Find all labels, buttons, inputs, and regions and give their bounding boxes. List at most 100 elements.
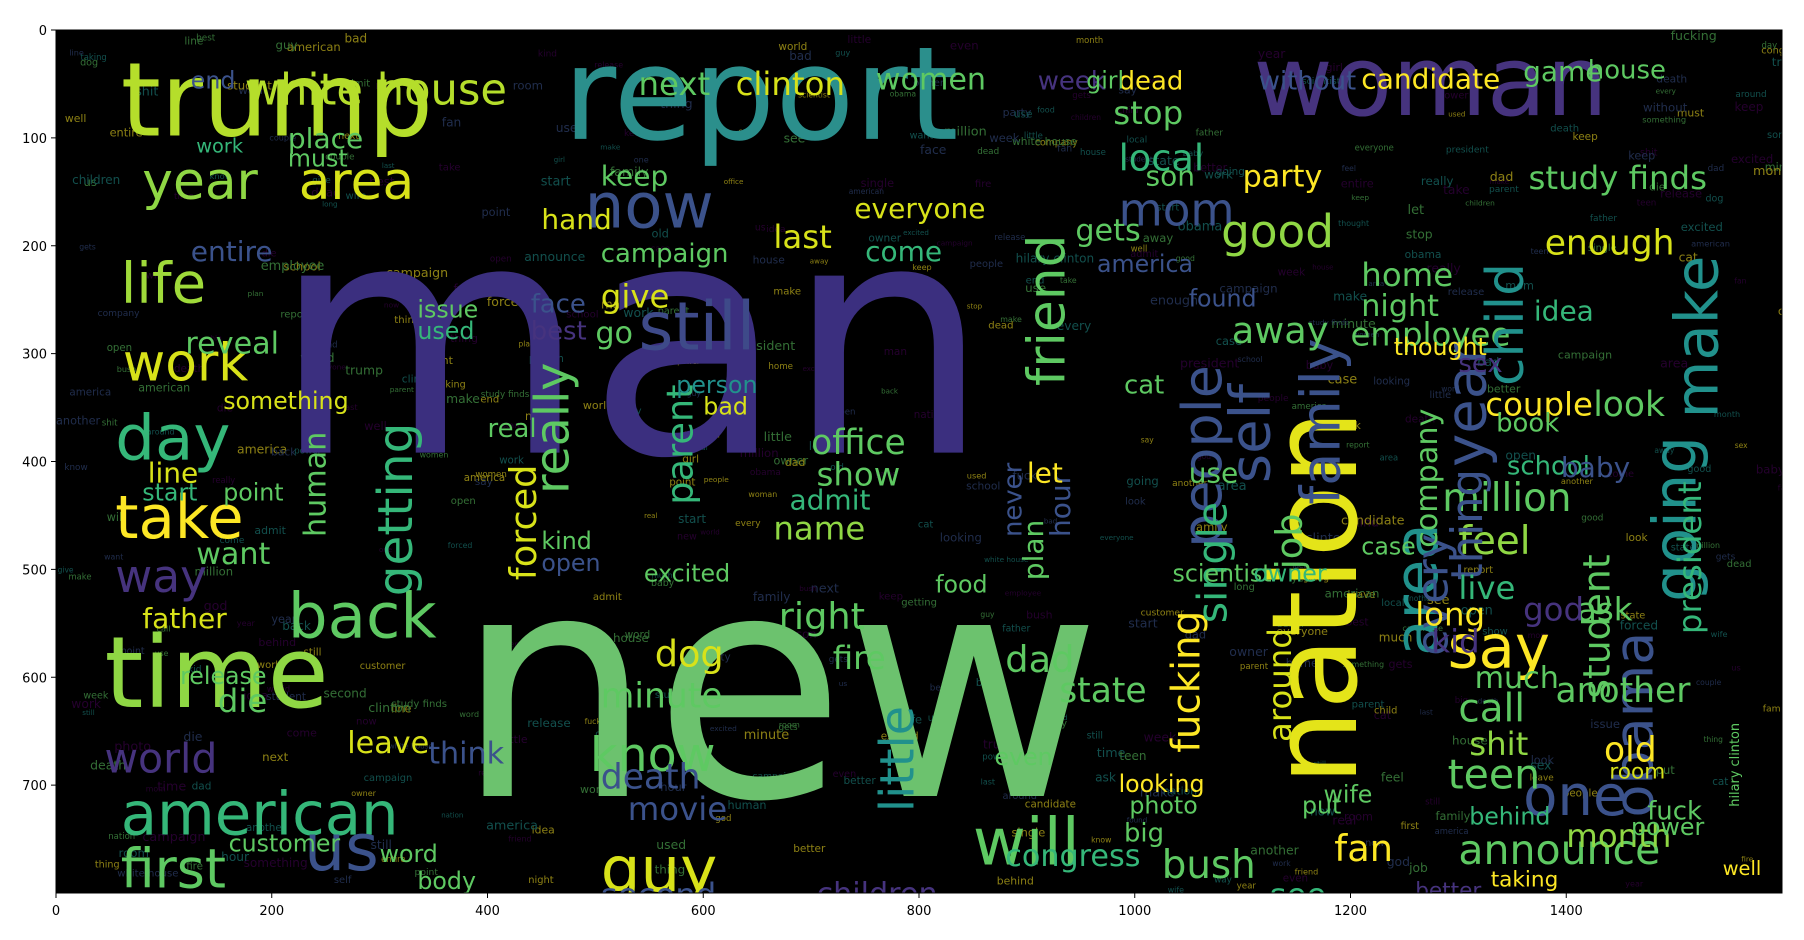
filler-word: idea — [532, 824, 555, 837]
filler-word: excited — [1681, 220, 1723, 234]
filler-word: place — [519, 340, 540, 349]
filler-word: good — [1581, 514, 1603, 524]
filler-word: obama — [890, 90, 917, 99]
word-year: year — [1434, 341, 1499, 467]
y-tick-label: 0 — [39, 24, 47, 39]
filler-word: report — [280, 310, 311, 321]
filler-word: excited — [803, 365, 829, 373]
filler-word: back — [271, 446, 297, 459]
word-idea: idea — [1534, 294, 1594, 327]
filler-word: die — [955, 642, 971, 653]
word-old: old — [1604, 730, 1657, 770]
filler-word: say — [1118, 84, 1137, 97]
filler-word: end — [1054, 713, 1068, 722]
filler-word: admit — [1130, 249, 1158, 260]
word-student: student — [1574, 554, 1618, 699]
filler-word: little — [503, 733, 528, 746]
word-entire: entire — [191, 235, 273, 268]
filler-word: dead — [1727, 559, 1752, 570]
word-open: open — [541, 549, 600, 577]
filler-word: trump — [1772, 55, 1804, 69]
word-live: live — [1458, 569, 1515, 607]
word-layer: little dad another going campaign dog start mak… — [56, 25, 1804, 914]
filler-word: cat — [1374, 709, 1392, 722]
filler-word: use — [1025, 281, 1046, 295]
filler-word: take — [1443, 183, 1470, 197]
filler-word: dad — [1185, 628, 1206, 642]
filler-word: nation — [525, 410, 560, 423]
filler-word: good — [1687, 464, 1711, 475]
filler-word: start — [541, 174, 571, 189]
filler-word: work — [623, 305, 654, 320]
filler-word: home — [1286, 656, 1318, 670]
filler-word: owner — [351, 789, 376, 798]
word-job: job — [1268, 513, 1311, 570]
word-company: company — [1410, 409, 1445, 548]
filler-word: year — [271, 613, 296, 626]
filler-word: thing — [95, 860, 120, 871]
word-america: america — [1097, 250, 1193, 278]
filler-word: employee — [510, 639, 547, 648]
word-people: people — [1171, 365, 1234, 548]
filler-word: school — [566, 309, 598, 320]
filler-word: hilary clinton — [1016, 252, 1095, 266]
filler-word: trump — [983, 738, 1020, 752]
filler-word: children — [72, 173, 120, 187]
filler-word: excited — [881, 730, 919, 742]
filler-word: best — [1346, 617, 1369, 629]
filler-word: even — [1283, 872, 1308, 884]
word-looking: looking — [1119, 770, 1205, 798]
filler-word: office — [724, 177, 744, 186]
filler-word: year — [1258, 47, 1286, 61]
filler-word: local — [1127, 135, 1148, 145]
word-woman: woman — [1253, 25, 1607, 138]
filler-word: minute — [744, 728, 790, 743]
filler-word: fan — [442, 115, 461, 129]
filler-word: ask — [1095, 771, 1117, 785]
filler-word: new — [1365, 838, 1385, 849]
word-around: around — [1261, 628, 1299, 742]
filler-word: parent — [390, 385, 414, 394]
word-release: release — [180, 662, 266, 690]
filler-word: make — [1000, 315, 1022, 324]
filler-word: teen — [1637, 198, 1657, 208]
word-shit: shit — [1469, 725, 1528, 763]
filler-word: keep — [624, 129, 646, 139]
filler-word: family — [753, 590, 791, 604]
word-second: second — [601, 876, 717, 914]
filler-word: better — [844, 775, 877, 787]
filler-word: well — [65, 112, 86, 125]
word-long: long — [1415, 596, 1485, 634]
filler-word: parent — [658, 306, 690, 317]
word-die: die — [218, 682, 267, 720]
filler-word: home — [768, 362, 793, 372]
filler-word: keep — [1735, 100, 1764, 114]
filler-word: fan — [1057, 144, 1072, 155]
filler-word: nation — [441, 812, 463, 820]
filler-word: god — [715, 814, 731, 824]
filler-word: last — [343, 402, 359, 412]
filler-word: well — [1131, 244, 1148, 254]
filler-word: america — [486, 819, 538, 834]
filler-word: congress — [1778, 304, 1804, 318]
filler-word: getting — [901, 598, 937, 609]
filler-word: party — [1003, 106, 1032, 119]
filler-word: give — [58, 565, 74, 574]
filler-word: death — [1478, 696, 1499, 705]
filler-word: body — [617, 406, 642, 417]
word-say: say — [1448, 612, 1550, 681]
axes: 0 200 400 600 800 1000 1200 1400 0 100 200 300 400 50… — [22, 24, 1783, 919]
filler-word: well — [364, 420, 386, 433]
filler-word: open — [834, 408, 855, 418]
word-keep: keep — [601, 160, 668, 193]
filler-word: kid — [188, 665, 202, 675]
filler-word: campaign — [364, 773, 413, 784]
word-wife: wife — [1324, 781, 1373, 809]
filler-word: behind — [258, 636, 296, 649]
filler-word: end — [1026, 276, 1045, 287]
word-fan: fan — [1334, 827, 1393, 870]
filler-word: white house — [117, 868, 178, 879]
filler-word: wife — [346, 191, 367, 202]
filler-word: little — [764, 429, 793, 444]
filler-word: congress — [1761, 45, 1804, 56]
